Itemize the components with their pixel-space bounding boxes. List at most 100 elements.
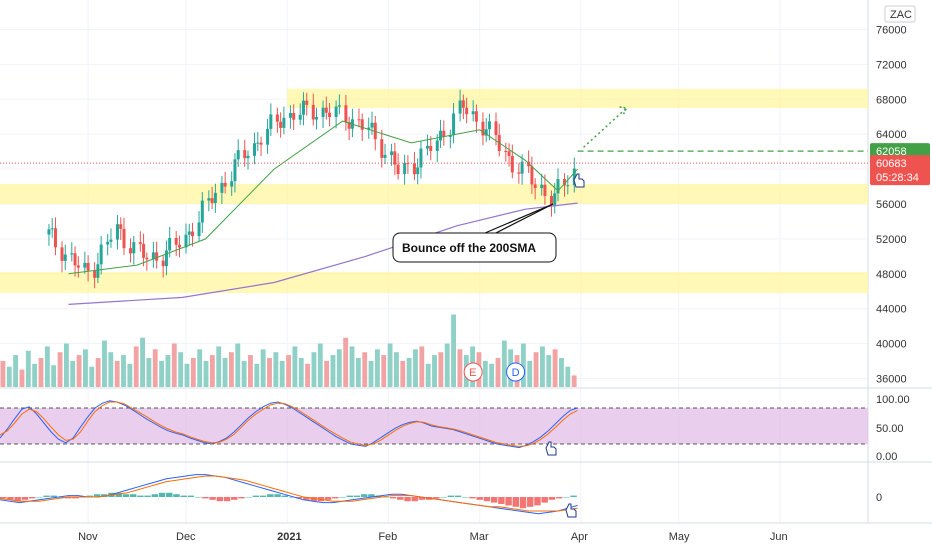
macd-hist-bar-71 (512, 497, 520, 507)
event-marker-label: D (512, 367, 520, 379)
candle-body-77 (396, 164, 400, 175)
volume-bar-69 (438, 352, 444, 387)
macd-hist-bar-35 (252, 495, 260, 497)
volume-bar-41 (260, 349, 266, 387)
volume-bar-60 (381, 355, 387, 387)
macd-hist-bar-64 (462, 497, 469, 498)
macd-hist-bar-24 (173, 494, 180, 497)
x-tick-label: Nov (78, 531, 98, 543)
macd-hist-bar-55 (397, 497, 404, 500)
volume-bar-63 (400, 360, 406, 387)
volume-bar-50 (317, 343, 323, 387)
macd-hist-bar-65 (469, 497, 476, 499)
candle-body-68 (357, 119, 361, 121)
volume-bar-0 (0, 360, 6, 387)
macd-hist-bar-25 (180, 495, 187, 497)
candle-body-74 (383, 155, 387, 158)
ticker-badge[interactable] (884, 5, 916, 23)
y-tick-label: 40000 (876, 339, 907, 351)
volume-bar-3 (19, 369, 25, 387)
x-tick-label: Dec (176, 531, 196, 543)
y-tick-label: 36000 (876, 374, 907, 386)
volume-bar-87 (552, 349, 558, 387)
candle-body-14 (109, 239, 113, 242)
macd-hist-bar-36 (259, 495, 267, 497)
x-tick-label: Feb (378, 531, 397, 543)
volume-bar-45 (286, 355, 291, 387)
macd-hist-bar-18 (129, 494, 137, 497)
candle-body-5 (70, 253, 74, 255)
macd-hist-bar-70 (505, 497, 512, 506)
candle-body-35 (207, 198, 211, 201)
volume-bar-11 (70, 360, 76, 387)
candle-body-18 (129, 248, 133, 254)
macd-hist-bar-51 (368, 494, 375, 497)
event-marker-D[interactable] (506, 362, 526, 382)
sma20-line (68, 120, 578, 275)
candle-body-16 (119, 224, 123, 229)
volume-bar-70 (444, 343, 450, 387)
volume-bar-37 (235, 343, 241, 387)
candle-body-112 (556, 179, 560, 194)
macd-hist-bar-41 (296, 497, 303, 499)
volume-bar-30 (190, 358, 196, 387)
candle-body-58 (311, 104, 315, 120)
macd-hist-bar-50 (360, 494, 368, 497)
candle-body-39 (223, 182, 227, 187)
hand-cursor-icon (545, 441, 557, 456)
stochastic-rsi-pane (0, 400, 868, 449)
candle-body-82 (419, 148, 423, 168)
candle-body-44 (246, 155, 250, 159)
volume-bar-1 (6, 366, 12, 387)
candle-body-42 (236, 150, 240, 160)
volume-bar-22 (140, 337, 145, 387)
volume-bar-49 (311, 352, 317, 387)
macd-hist-bar-20 (144, 495, 151, 497)
callout-pointer (477, 203, 554, 237)
stoch-k-line (0, 400, 578, 449)
candle-body-25 (161, 260, 165, 267)
macd-hist-bar-78 (563, 497, 570, 498)
candle-body-78 (403, 163, 407, 175)
macd-hist-bar-34 (245, 497, 252, 498)
volume-bar-44 (279, 360, 285, 387)
macd-hist-bar-37 (267, 494, 274, 497)
macd-hist-bar-69 (498, 497, 505, 504)
volume-bar-29 (184, 363, 190, 387)
volume-bar-57 (362, 352, 368, 387)
candle-body-96 (484, 129, 488, 136)
candle-body-103 (517, 172, 521, 174)
candle-body-75 (390, 151, 394, 156)
volume-bar-34 (216, 346, 222, 387)
macd-hist-bar-7 (50, 495, 57, 497)
support-resistance-zones (0, 88, 868, 294)
candle-body-100 (504, 150, 508, 152)
ticker-label[interactable]: ZAC (890, 9, 912, 21)
macd-hist-bar-26 (187, 495, 195, 497)
macd-hist-bar-72 (519, 497, 527, 509)
last-price-label: 60683 (876, 158, 907, 170)
y-tick-label: 44000 (876, 304, 907, 316)
candle-body-76 (393, 151, 397, 165)
volume-bar-6 (38, 358, 44, 387)
candle-body-30 (184, 234, 188, 248)
macd-hist-bar-12 (86, 495, 94, 497)
candle-body-108 (540, 184, 544, 189)
countdown-label: 05:28:34 (876, 172, 919, 184)
macd-hist-bar-31 (223, 497, 231, 502)
candle-body-49 (269, 114, 273, 129)
candle-body-3 (60, 247, 64, 261)
candle-body-66 (347, 122, 351, 129)
callout-text: Bounce off the 200SMA (402, 241, 536, 255)
candle-body-95 (481, 121, 485, 136)
candle-body-91 (461, 100, 465, 108)
candle-body-8 (83, 262, 87, 268)
volume-bar-52 (330, 355, 336, 387)
event-marker-E[interactable] (463, 362, 483, 382)
candle-body-64 (337, 105, 341, 107)
macd-hist-bar-66 (476, 497, 483, 500)
macd-hist-bar-17 (122, 494, 130, 497)
candlesticks (47, 89, 576, 289)
stoch-tick-label: 100.00 (876, 394, 910, 406)
